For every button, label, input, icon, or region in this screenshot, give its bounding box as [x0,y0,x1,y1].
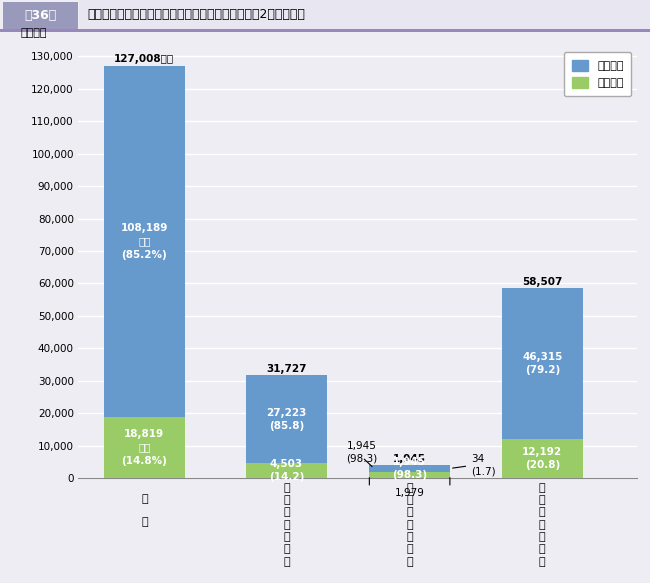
Text: 福: 福 [539,532,545,542]
Text: 46,315
(79.2): 46,315 (79.2) [522,352,562,375]
Text: 福: 福 [406,532,413,542]
Text: 人: 人 [406,520,413,530]
Text: 1,945: 1,945 [393,454,426,463]
Text: ち: ち [539,495,545,505]
Bar [79,0,650,32]
Text: 18,819
億円
(14.8%): 18,819 億円 (14.8%) [122,429,167,466]
Text: 1,979: 1,979 [395,487,424,498]
Bar [246,375,327,463]
Text: 費: 費 [283,557,290,567]
Bar [369,465,450,472]
Bar [0,30,650,32]
Text: 童: 童 [539,520,545,530]
Text: 1,945
(98.3): 1,945 (98.3) [346,441,378,463]
Text: 127,008億円: 127,008億円 [114,54,174,65]
Bar [3,2,78,30]
Text: 福: 福 [283,532,290,542]
Text: 4,503
(14.2): 4,503 (14.2) [268,459,304,482]
Text: 計: 計 [141,517,148,527]
Text: 祉: 祉 [406,545,413,554]
Bar [369,472,450,478]
Bar [104,66,185,417]
Text: 31,727: 31,727 [266,364,307,374]
Text: 34
(1.7): 34 (1.7) [471,454,496,476]
Text: 27,223
(85.8): 27,223 (85.8) [266,408,307,431]
Text: ち: ち [283,495,290,505]
Text: 児: 児 [539,507,545,518]
Text: う: う [283,483,290,493]
Text: 祉: 祉 [283,545,290,554]
Bar [246,463,327,478]
Text: 老: 老 [406,507,413,518]
Text: 祉: 祉 [539,545,545,554]
Text: 1,945
(98.3): 1,945 (98.3) [392,457,427,480]
Text: 合: 合 [141,494,148,504]
Text: 会: 会 [283,520,290,530]
Bar [502,288,582,438]
Legend: 補助事業, 単独事業: 補助事業, 単独事業 [564,52,631,96]
Text: ち: ち [406,495,413,505]
Text: 58,507: 58,507 [522,277,562,287]
Text: う: う [406,483,413,493]
Bar [104,417,185,478]
Y-axis label: （億円）: （億円） [20,28,47,38]
Bar [502,438,582,478]
Text: 108,189
億円
(85.2%): 108,189 億円 (85.2%) [121,223,168,260]
Text: 民生費の目的別扶助費（補助・単独）の状況（その2　市町村）: 民生費の目的別扶助費（補助・単独）の状況（その2 市町村） [88,8,306,21]
Text: 費: 費 [406,557,413,567]
Text: 第36図: 第36図 [24,9,57,22]
Text: 社: 社 [283,507,290,518]
Text: 12,192
(20.8): 12,192 (20.8) [522,447,562,470]
Text: う: う [539,483,545,493]
Text: 費: 費 [539,557,545,567]
